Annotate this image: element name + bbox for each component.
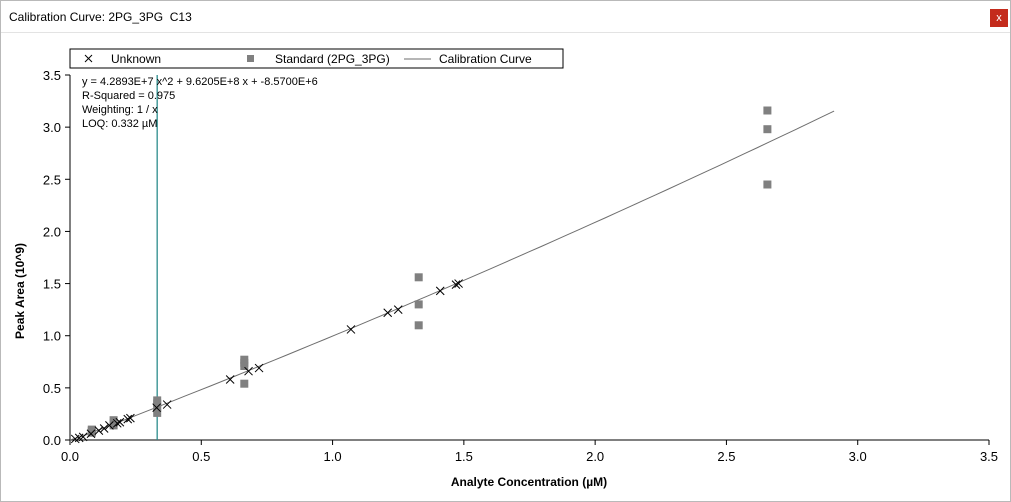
standard-point [414, 300, 423, 309]
standard-point [240, 355, 249, 364]
x-tick-label: 0.0 [61, 449, 79, 464]
window-title: Calibration Curve: 2PG_3PG C13 [9, 10, 192, 24]
legend-unknown-label: Unknown [111, 52, 161, 66]
y-tick-label: 3.5 [43, 68, 61, 83]
unknown-point [94, 426, 104, 435]
unknown-point [99, 424, 109, 433]
unknown-point [115, 417, 125, 427]
y-tick-label: 1.5 [43, 277, 61, 292]
standard-point [153, 396, 162, 405]
y-axis-label: Peak Area (10^9) [13, 243, 27, 339]
x-tick-label: 1.0 [324, 449, 342, 464]
unknown-point [454, 279, 463, 288]
x-tick-label: 0.5 [192, 449, 210, 464]
unknown-point [123, 414, 133, 424]
legend-standard-label: Standard (2PG_3PG) [275, 52, 390, 66]
equation-annotation: y = 4.2893E+7 x^2 + 9.6205E+8 x + -8.570… [82, 76, 318, 88]
standard-point [763, 125, 772, 134]
calibration-chart: 0.0 0.5 1.0 1.5 2.0 2.5 3.0 3.5 0.0 0.5 1.0 1.5 2.0 2… [13, 48, 998, 489]
standard-point [240, 379, 249, 388]
x-tick-label: 3.0 [849, 449, 867, 464]
y-tick-label: 2.5 [43, 172, 61, 187]
title-bar[interactable]: Calibration Curve: 2PG_3PG C13 x [1, 1, 1010, 33]
standard-point [153, 408, 162, 417]
standard-point [763, 180, 772, 189]
y-tick-label: 0.5 [43, 381, 61, 396]
axes [69, 75, 989, 441]
legend-box [69, 48, 564, 69]
standard-point [414, 273, 423, 282]
unknown-point [126, 413, 135, 423]
calibration-curve-line [69, 110, 835, 441]
x-tick-label: 2.5 [717, 449, 735, 464]
close-button[interactable]: x [990, 9, 1008, 27]
unknown-point [393, 305, 403, 314]
legend-unknown-marker [84, 54, 93, 63]
loq-annotation: LOQ: 0.332 µM [82, 118, 157, 130]
unknown-point [152, 403, 162, 413]
unknown-point [78, 432, 88, 442]
unknown-point [254, 363, 264, 373]
x-tick-label: 2.0 [586, 449, 604, 464]
annotations: y = 4.2893E+7 x^2 + 9.6205E+8 x + -8.570… [82, 76, 318, 130]
unknown-point [244, 366, 253, 376]
points-layer [70, 106, 772, 444]
y-tick-label: 3.0 [43, 120, 61, 135]
x-axis-label: Analyte Concentration (µM) [451, 475, 607, 489]
unknown-point [451, 280, 461, 289]
y-tick-label: 0.0 [43, 433, 61, 448]
unknown-point [383, 308, 393, 318]
y-tick-label: 1.0 [43, 329, 61, 344]
r-squared-annotation: R-Squared = 0.975 [82, 90, 175, 102]
curve-layer [69, 110, 835, 441]
axis-ticks: 0.0 0.5 1.0 1.5 2.0 2.5 3.0 3.5 0.0 0.5 1.0 1.5 2.0 2… [43, 68, 998, 464]
x-tick-label: 1.5 [455, 449, 473, 464]
standard-point [87, 425, 96, 434]
weighting-annotation: Weighting: 1 / x [82, 104, 158, 116]
legend-standard-marker [247, 55, 254, 62]
unknown-point [225, 375, 235, 384]
y-tick-label: 2.0 [43, 224, 61, 239]
unknown-point [112, 418, 122, 428]
standard-point [763, 106, 772, 115]
standard-point [414, 321, 423, 330]
unknown-point [346, 325, 356, 334]
unknown-point [435, 286, 445, 296]
unknown-point [105, 421, 114, 430]
legend-curve-label: Calibration Curve [439, 52, 532, 66]
legend: Unknown Standard (2PG_3PG) Calibration C… [69, 48, 564, 69]
unknown-point [86, 429, 96, 439]
x-tick-label: 3.5 [980, 449, 998, 464]
unknown-point [162, 400, 172, 409]
